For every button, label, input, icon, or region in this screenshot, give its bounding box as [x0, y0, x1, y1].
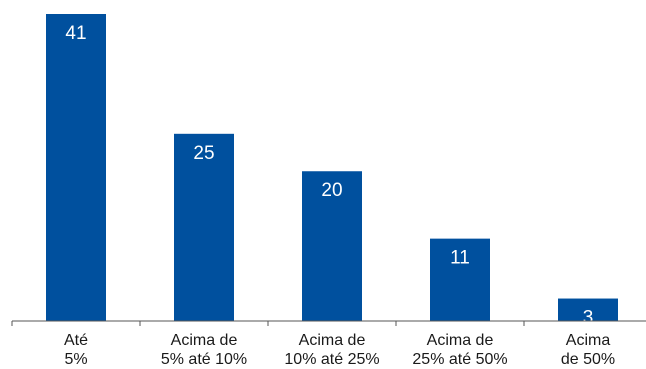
x-tick-label-line: 25% até 50%	[412, 351, 507, 368]
x-tick-label-line: Até	[64, 332, 88, 349]
x-tick-label-line: Acima de	[299, 332, 366, 349]
bar-value-label-4: 11	[450, 248, 470, 269]
x-tick-label-line: 10% até 25%	[284, 351, 379, 368]
x-tick-label-3: Acima de 10% até 25%	[284, 332, 379, 368]
x-tick-label-5: Acima de 50%	[561, 332, 615, 368]
x-tick-label-line: de 50%	[561, 351, 615, 368]
x-tick-label-4: Acima de 25% até 50%	[412, 332, 507, 368]
bar-value-label-5: 3	[583, 308, 594, 329]
bar-value-label-1: 41	[65, 23, 86, 44]
bar-1	[46, 14, 106, 321]
bar-5	[558, 298, 618, 321]
bar-2	[174, 133, 234, 321]
bar-3	[302, 171, 362, 321]
x-tick-label-2: Acima de 5% até 10%	[161, 332, 247, 368]
x-tick-label-line: 5% até 10%	[161, 351, 247, 368]
x-tick-label-1: Até 5%	[64, 332, 88, 368]
bar-value-label-3: 20	[321, 180, 342, 201]
value-labels-group: 41 25 20 11 3	[65, 23, 593, 329]
x-tick-label-line: Acima	[566, 332, 611, 349]
x-ticks-group	[11, 321, 525, 326]
bar-4	[430, 238, 490, 321]
bars-group	[46, 14, 618, 321]
x-tick-label-line: Acima de	[427, 332, 494, 349]
bar-value-label-2: 25	[193, 143, 214, 164]
x-tick-label-line: 5%	[64, 351, 87, 368]
x-tick-label-line: Acima de	[171, 332, 238, 349]
x-tick-labels-group: Até 5% Acima de 5% até 10% Acima de 10% até 2…	[64, 332, 615, 368]
